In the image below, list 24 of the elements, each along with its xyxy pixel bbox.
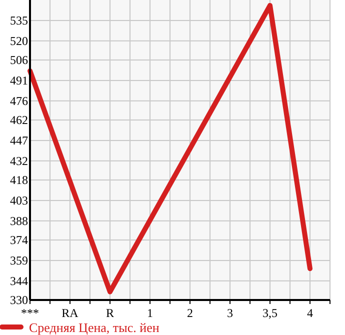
y-tick-label: 330 — [10, 293, 28, 307]
y-tick-label: 432 — [10, 154, 28, 168]
y-tick-label: 403 — [10, 193, 28, 208]
x-tick-label: 2 — [187, 306, 193, 320]
y-tick-label: 506 — [10, 53, 28, 67]
y-tick-label: 388 — [10, 214, 28, 228]
y-tick-label: 359 — [10, 253, 28, 268]
y-tick-label: 520 — [10, 34, 28, 48]
y-tick-label: 374 — [10, 233, 28, 247]
y-tick-label: 462 — [10, 113, 28, 127]
x-tick-label: RA — [62, 306, 79, 320]
x-tick-label: *** — [21, 306, 39, 320]
x-tick-label: 4 — [307, 306, 313, 320]
y-tick-label: 447 — [10, 133, 28, 148]
y-tick-label: 535 — [10, 13, 28, 28]
y-tick-label: 476 — [10, 94, 28, 108]
y-tick-label: 418 — [10, 173, 28, 187]
legend-label: Средняя Цена, тыс. йен — [29, 320, 160, 335]
x-tick-label: 3 — [227, 306, 233, 320]
y-tick-label: 491 — [10, 73, 28, 88]
y-tick-label: 344 — [10, 274, 28, 288]
x-tick-label: R — [106, 306, 114, 320]
x-tick-label: 3,5 — [262, 306, 278, 320]
x-tick-label: 1 — [147, 306, 153, 320]
